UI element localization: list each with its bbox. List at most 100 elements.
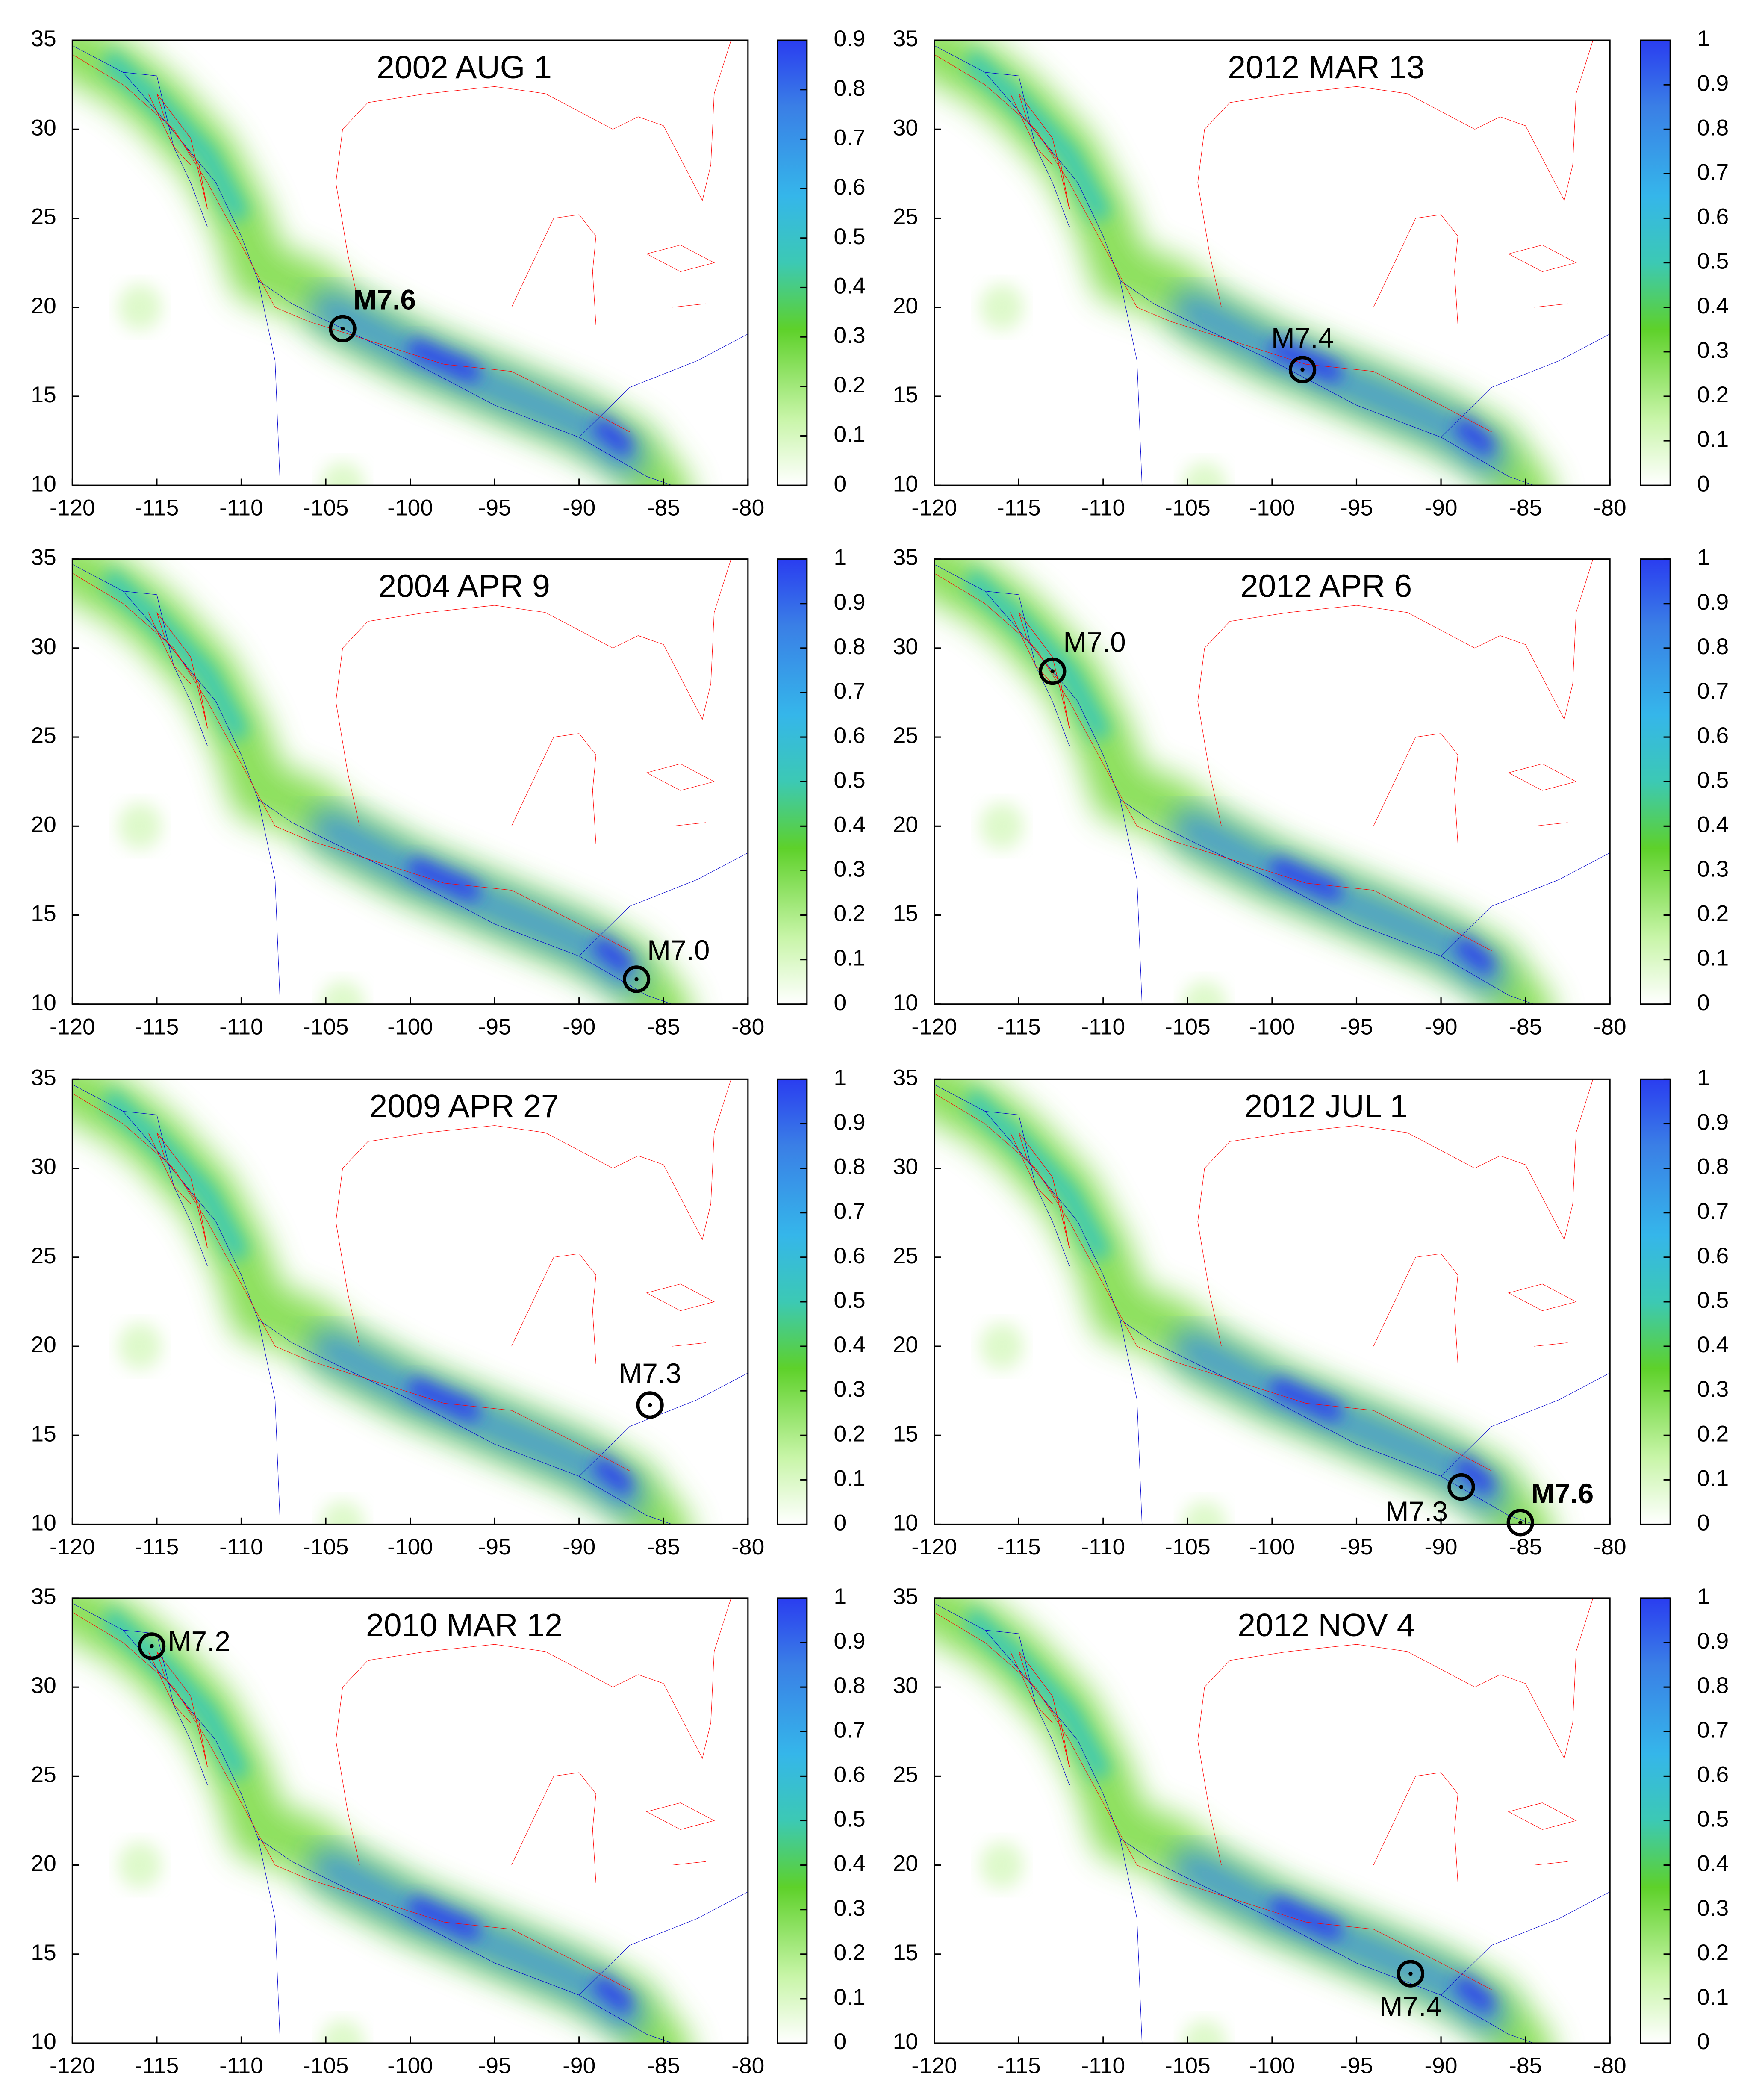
x-tick-label: -100 <box>387 1534 433 1560</box>
panel-title: 2012 JUL 1 <box>1244 1088 1408 1124</box>
colorbar-tick-label: 0.6 <box>834 723 866 748</box>
colorbar-tick-label: 0.6 <box>834 174 866 200</box>
event-marker <box>1288 356 1317 383</box>
colorbar-tick-label: 0 <box>834 990 847 1015</box>
map-panel: -120 -115 -110 -105 -100 -95 -90 -85 -8010152025… <box>31 26 865 521</box>
map-layer <box>72 1598 748 2066</box>
event-center <box>1050 669 1055 673</box>
x-tick-label: -120 <box>50 2053 95 2079</box>
y-tick-label: 20 <box>893 1332 918 1357</box>
y-tick-label: 25 <box>893 204 918 230</box>
x-tick-label: -115 <box>135 2053 179 2079</box>
event-marker <box>329 315 357 342</box>
y-tick-label: 15 <box>893 382 918 407</box>
x-tick-label: -115 <box>135 1014 179 1039</box>
x-tick-label: -95 <box>478 1534 511 1560</box>
colorbar <box>777 39 808 486</box>
x-tick-label: -85 <box>647 1014 680 1039</box>
colorbar-tick-label: 0.9 <box>1697 590 1729 615</box>
panel-title: 2012 NOV 4 <box>1237 1607 1414 1643</box>
event-label: M7.3 <box>1385 1495 1448 1527</box>
y-tick-label: 30 <box>893 634 918 659</box>
y-tick-label: 15 <box>31 901 56 926</box>
colorbar-tick-label: 0.7 <box>1697 678 1729 704</box>
x-tick-label: -105 <box>303 1014 349 1039</box>
x-tick-label: -120 <box>50 496 95 521</box>
x-tick-label: -95 <box>1340 2053 1373 2079</box>
y-tick-label: 25 <box>31 1243 56 1268</box>
x-tick-label: -105 <box>1165 1014 1211 1039</box>
colorbar-tick-label: 0.2 <box>834 1421 866 1446</box>
colorbar-tick-label: 0.7 <box>834 678 866 704</box>
x-tick-label: -85 <box>1509 496 1542 521</box>
x-tick-label: -90 <box>563 1014 595 1039</box>
x-tick-label: -100 <box>1249 2053 1295 2079</box>
x-tick-label: -95 <box>1340 1014 1373 1039</box>
y-tick-label: 20 <box>31 812 56 837</box>
x-tick-label: -115 <box>135 1534 179 1560</box>
colorbar-tick-label: 0.5 <box>834 1288 866 1313</box>
colorbar-tick-label: 0.8 <box>834 76 866 101</box>
colorbar-tick-label: 0.1 <box>1697 1985 1729 2010</box>
colorbar-tick-label: 0.9 <box>834 26 866 51</box>
plot-frame <box>71 558 749 1005</box>
y-tick-label: 25 <box>893 723 918 748</box>
event-label: M7.0 <box>647 934 710 966</box>
x-tick-label: -80 <box>1594 1534 1626 1560</box>
map-layer <box>934 40 1610 508</box>
x-tick-label: -90 <box>1425 2053 1458 2079</box>
event-label: M7.6 <box>354 283 416 315</box>
y-tick-label: 35 <box>31 1065 56 1090</box>
colorbar-tick-label: 0.5 <box>1697 1288 1729 1313</box>
x-tick-label: -80 <box>731 1534 764 1560</box>
colorbar-tick-label: 1 <box>834 1065 847 1090</box>
y-tick-label: 30 <box>31 1154 56 1180</box>
x-tick-label: -95 <box>1340 1534 1373 1560</box>
y-tick-label: 35 <box>31 26 56 51</box>
x-tick-label: -115 <box>997 1534 1041 1560</box>
y-tick-label: 30 <box>31 634 56 659</box>
y-tick-label: 30 <box>893 1154 918 1180</box>
colorbar-tick-label: 1 <box>834 545 847 570</box>
event-label: M7.4 <box>1271 322 1334 354</box>
colorbar-tick-label: 1 <box>834 1584 847 1609</box>
event-center <box>1518 1520 1523 1525</box>
map-layer <box>72 40 748 508</box>
map-layer <box>934 559 1610 1027</box>
x-tick-label: -80 <box>731 496 764 521</box>
panel-title: 2010 MAR 12 <box>366 1607 563 1643</box>
colorbar-tick-label: 0.7 <box>1697 159 1729 185</box>
colorbar-tick-label: 0.5 <box>834 767 866 793</box>
y-tick-label: 35 <box>893 26 918 51</box>
colorbar-tick-label: 0.7 <box>834 1717 866 1743</box>
y-tick-label: 20 <box>31 293 56 319</box>
y-tick-label: 20 <box>893 293 918 319</box>
x-tick-label: -100 <box>387 496 433 521</box>
event-center <box>1459 1485 1464 1489</box>
map-panel: -120 -115 -110 -105 -100 -95 -90 -85 -8010152025… <box>31 545 865 1040</box>
map-panel: -120 -115 -110 -105 -100 -95 -90 -85 -8010152025… <box>893 545 1729 1040</box>
map-panel: -120 -115 -110 -105 -100 -95 -90 -85 -8010152025… <box>31 1065 865 1560</box>
panel-title: 2012 APR 6 <box>1240 568 1412 604</box>
colorbar-tick-label: 0.1 <box>834 946 866 971</box>
colorbar-tick-label: 0.8 <box>1697 634 1729 659</box>
colorbar-tick-label: 0 <box>1697 1510 1710 1536</box>
x-tick-label: -105 <box>1165 496 1211 521</box>
colorbar-tick-label: 0.2 <box>1697 901 1729 926</box>
x-tick-label: -90 <box>563 2053 595 2079</box>
colorbar-tick-label: 0.6 <box>1697 1762 1729 1787</box>
x-tick-label: -110 <box>219 1014 263 1039</box>
event-center <box>648 1403 652 1407</box>
y-tick-label: 35 <box>893 545 918 570</box>
colorbar-tick-label: 0.7 <box>834 1199 866 1224</box>
x-tick-label: -85 <box>647 2053 680 2079</box>
x-tick-label: -115 <box>997 2053 1041 2079</box>
colorbar-tick-label: 0.8 <box>1697 1154 1729 1180</box>
map-decoration <box>934 40 1610 508</box>
event-marker <box>1397 1960 1425 1988</box>
x-tick-label: -90 <box>1425 1014 1458 1039</box>
event-center <box>634 977 639 982</box>
panel-title: 2009 APR 27 <box>369 1088 559 1124</box>
colorbar-tick-label: 0.6 <box>834 1243 866 1268</box>
colorbar-tick-label: 0.8 <box>834 1154 866 1180</box>
